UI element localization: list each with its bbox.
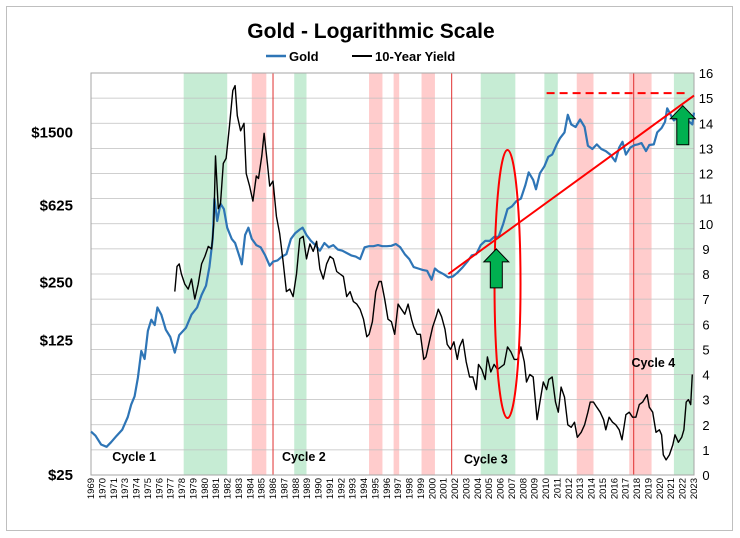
cycle-label-3: Cycle 3 [464,453,508,467]
x-tick-label: 1993 [348,478,359,499]
left-tick-label: $625 [40,198,73,215]
cycle-labels: Cycle 1 Cycle 2 Cycle 3 Cycle 4 [112,356,675,467]
gridlines [91,97,694,451]
x-tick-label: 1985 [257,478,268,499]
green-up-arrow-0 [482,248,510,289]
x-tick-label: 1983 [234,478,245,499]
x-tick-label: 2006 [496,478,507,499]
right-tick-label: 5 [702,342,709,357]
right-tick-label: 10 [699,217,713,232]
right-tick-label: 13 [699,141,713,156]
yield-line [174,84,693,461]
x-tick-label: 1970 [97,478,108,499]
x-tick-label: 2001 [439,478,450,499]
x-tick-label: 1986 [268,478,279,499]
right-tick-label: 15 [699,91,713,106]
right-tick-label: 2 [702,418,709,433]
x-tick-label: 1995 [370,478,381,499]
cycle-label-1: Cycle 1 [112,450,156,464]
right-tick-label: 11 [699,192,713,207]
x-tick-label: 1969 [86,478,97,499]
x-tick-label: 2008 [518,478,529,499]
x-tick-label: 2022 [678,478,689,499]
x-tick-label: 2016 [609,478,620,499]
right-tick-label: 14 [699,116,713,131]
left-tick-label: $125 [40,332,73,349]
x-tick-label: 2003 [461,478,472,499]
x-tick-label: 1981 [211,478,222,499]
x-tick-label: 1984 [245,478,256,499]
left-tick-label: $250 [40,274,73,291]
x-tick-label: 1976 [154,478,165,499]
x-tick-label: 1980 [200,478,211,499]
x-tick-label: 2010 [541,478,552,499]
x-tick-label: 1979 [188,478,199,499]
x-tick-label: 1987 [279,478,290,499]
x-tick-label: 2023 [689,478,700,499]
x-tick-label: 1978 [177,478,188,499]
x-tick-label: 1989 [302,478,313,499]
trendline [447,94,695,275]
right-tick-label: 6 [702,317,709,332]
left-tick-label: $1500 [31,124,73,141]
series-lines [90,84,696,461]
x-tick-label: 1996 [382,478,393,499]
chart: Gold - Logarithmic Scale Gold 10-Year Yi… [31,20,713,499]
legend: Gold 10-Year Yield [266,49,455,64]
x-tick-label: 2000 [427,478,438,499]
right-tick-label: 16 [699,66,713,81]
x-tick-label: 1999 [416,478,427,499]
right-tick-label: 12 [699,167,713,182]
x-tick-label: 2005 [484,478,495,499]
x-tick-label: 2002 [450,478,461,499]
green-up-arrow-1 [669,104,697,146]
x-tick-label: 1973 [120,478,131,499]
chart-frame: Gold - Logarithmic Scale Gold 10-Year Yi… [6,6,733,531]
x-tick-label: 2011 [552,478,563,498]
legend-label-gold: Gold [289,49,319,64]
x-tick-label: 2009 [530,478,541,499]
gold-line [90,107,696,448]
x-tick-label: 2007 [507,478,518,499]
x-tick-label: 1997 [393,478,404,499]
x-tick-label: 2017 [621,478,632,499]
x-tick-label: 1990 [314,478,325,499]
x-tick-label: 1977 [166,478,177,499]
cycle-label-4: Cycle 4 [631,356,675,370]
x-tick-label: 1988 [291,478,302,499]
x-tick-label: 1991 [325,478,336,499]
x-tick-label: 1975 [143,478,154,499]
x-tick-label: 2021 [666,478,677,499]
right-tick-label: 4 [702,368,709,383]
x-axis: 1969 1970 1971 1973 1974 1975 1976 1977 1978 1979… [86,478,700,499]
x-tick-label: 1998 [405,478,416,499]
right-tick-label: 8 [702,267,709,282]
left-axis: $25 $125 $250 $625 $1500 [31,124,73,484]
x-tick-label: 2020 [655,478,666,499]
x-tick-label: 1974 [132,478,143,499]
x-tick-label: 1982 [223,478,234,499]
right-tick-label: 3 [702,393,709,408]
x-tick-label: 1971 [109,478,120,499]
x-tick-label: 2018 [632,478,643,499]
legend-label-yield: 10-Year Yield [375,49,455,64]
x-tick-label: 1992 [336,478,347,499]
x-tick-label: 1994 [359,478,370,499]
left-tick-label: $25 [48,467,73,484]
overlays [447,92,697,420]
chart-title: Gold - Logarithmic Scale [247,20,494,43]
cycle-label-2: Cycle 2 [282,450,326,464]
right-tick-label: 9 [702,242,709,257]
x-tick-label: 2012 [564,478,575,499]
x-tick-label: 2019 [643,478,654,499]
right-tick-label: 7 [702,292,709,307]
x-tick-label: 2015 [598,478,609,499]
x-tick-label: 2014 [587,478,598,499]
plot-area [90,72,695,476]
x-tick-label: 2004 [473,478,484,499]
right-tick-label: 1 [702,443,709,458]
x-tick-label: 2013 [575,478,586,499]
right-tick-label: 0 [702,468,709,483]
